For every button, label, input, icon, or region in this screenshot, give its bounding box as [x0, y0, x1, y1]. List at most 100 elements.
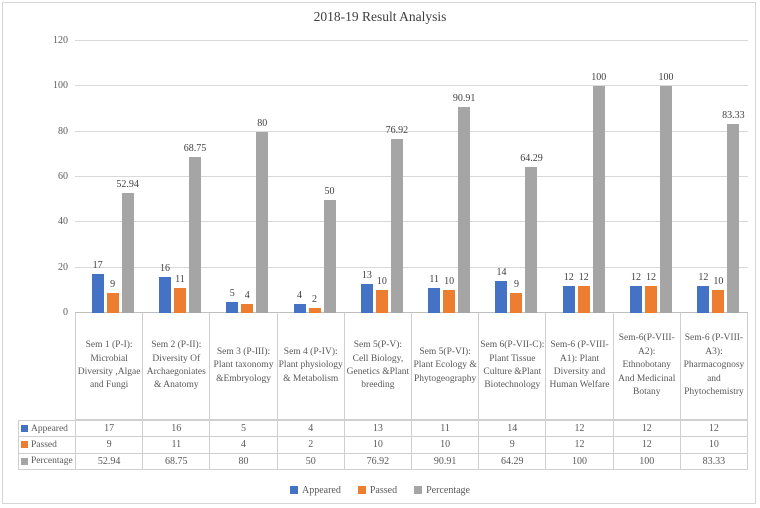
bar-data-label: 12 — [631, 271, 642, 283]
table-value-cell: 100 — [613, 453, 681, 470]
bar-percentage — [256, 131, 269, 313]
bar-passed — [577, 285, 590, 313]
data-table: Appeared 17 16 5 4 13 11 14 12 12 12 Passed 9 11 4 2 10 1… — [18, 420, 748, 470]
category-cell: Sem 5(P-V): Cell Biology, Genetics &Plan… — [345, 313, 413, 419]
table-row-label: Appeared — [31, 423, 68, 434]
table-value-cell: 12 — [546, 421, 614, 438]
category-cell: Sem 1 (P-I): Microbial Diversity ,Algae … — [76, 313, 144, 419]
y-tick-label: 60 — [58, 171, 68, 182]
gridline — [75, 130, 748, 132]
series-swatch — [21, 441, 28, 449]
bar-data-label: 83.33 — [722, 110, 745, 122]
category-cell: Sem 2 (P-II): Diversity Of Archaegoniate… — [143, 313, 211, 419]
bar-appeared — [158, 276, 171, 313]
legend-item: Percentage — [414, 485, 470, 496]
bar-percentage — [592, 86, 605, 313]
table-value-cell: 13 — [344, 421, 412, 438]
table-value-cell: 83.33 — [680, 453, 748, 470]
bar-data-label: 11 — [429, 274, 439, 286]
table-value-cell: 100 — [546, 453, 614, 470]
table-value-cell: 2 — [277, 437, 345, 454]
table-value-cell: 16 — [143, 421, 211, 438]
category-cell: Sem-6 (P-VIII-A3): Pharmacognosy and Phy… — [681, 313, 749, 419]
bar-passed — [241, 303, 254, 313]
bar-data-label: 10 — [376, 276, 387, 288]
y-tick-label: 100 — [53, 80, 68, 92]
y-tick-label: 120 — [53, 35, 68, 46]
bar-data-label: 9 — [110, 278, 116, 290]
table-row-key: Passed — [19, 437, 76, 454]
table-value-cell: 4 — [277, 421, 345, 438]
bar-data-label: 14 — [496, 267, 507, 279]
table-value-cell: 14 — [479, 421, 547, 438]
plot-area: 17 9 52.94 16 11 68.75 5 4 80 4 2 50 13 10 76.92 11 10 90… — [75, 40, 748, 313]
gridline — [75, 266, 748, 268]
bar-data-label: 76.92 — [385, 124, 409, 136]
table-value-cell: 4 — [210, 437, 278, 454]
table-row-label: Passed — [31, 439, 57, 450]
category-cell: Sem-6 (P-VIII-A1): Plant Diversity and H… — [546, 313, 614, 419]
table-value-cell: 9 — [76, 437, 144, 454]
legend-item: Appeared — [290, 485, 341, 496]
bar-data-label: 12 — [578, 271, 589, 283]
legend: Appeared Passed Percentage — [0, 483, 760, 497]
table-value-cell: 90.91 — [411, 453, 480, 470]
category-cell: Sem 6(P-VII-C): Plant Tissue Culture &Pl… — [479, 313, 547, 419]
y-tick-label: 40 — [58, 216, 68, 228]
bar-data-label: 12 — [646, 271, 657, 283]
table-value-cell: 17 — [76, 421, 144, 438]
bar-data-label: 2 — [312, 294, 318, 306]
table-value-cell: 9 — [479, 437, 547, 454]
table-value-cell: 80 — [210, 453, 278, 470]
legend-label: Passed — [369, 484, 398, 496]
bar-percentage — [188, 157, 201, 313]
bar-data-label: 4 — [297, 289, 303, 301]
table-row-key: Appeared — [19, 421, 76, 438]
gridline — [75, 40, 748, 41]
bar-data-label: 52.94 — [116, 179, 139, 190]
bar-passed — [443, 290, 456, 313]
table-value-cell: 10 — [344, 437, 412, 454]
bar-data-label: 68.75 — [183, 143, 207, 155]
bar-passed — [712, 290, 725, 313]
gridline — [75, 176, 748, 177]
table-value-cell: 11 — [143, 437, 211, 454]
bar-percentage — [525, 167, 538, 313]
series-swatch — [21, 457, 28, 465]
category-header-row: Sem 1 (P-I): Microbial Diversity ,Algae … — [75, 313, 749, 420]
legend-label: Appeared — [302, 484, 341, 496]
table-value-cell: 11 — [411, 421, 480, 438]
table-value-cell: 68.75 — [143, 453, 211, 470]
y-tick-label: 20 — [58, 261, 68, 273]
bar-data-label: 9 — [513, 278, 519, 290]
table-value-cell: 12 — [613, 437, 681, 454]
bar-data-label: 100 — [658, 72, 674, 84]
table-value-cell: 76.92 — [344, 453, 412, 470]
table-value-cell: 10 — [680, 437, 748, 454]
bar-passed — [106, 292, 119, 313]
table-row-key: Percentage — [19, 453, 76, 470]
gridline — [75, 85, 748, 87]
bar-passed — [308, 308, 321, 313]
bar-appeared — [562, 285, 575, 313]
table-value-cell: 12 — [680, 421, 748, 438]
category-cell: Sem 3 (P-III): Plant taxonomy &Embryolog… — [210, 313, 278, 419]
bar-appeared — [428, 288, 441, 313]
gridline — [75, 312, 748, 313]
category-cell: Sem 5(P-VI): Plant Ecology & Phytogeogra… — [412, 313, 480, 419]
bar-percentage — [390, 138, 403, 313]
bar-appeared — [293, 303, 306, 313]
bar-appeared — [91, 274, 104, 313]
bar-percentage — [727, 124, 740, 313]
series-swatch — [21, 425, 28, 433]
bar-data-label: 11 — [175, 274, 185, 286]
table-value-cell: 12 — [613, 421, 681, 438]
bar-percentage — [323, 199, 336, 313]
table-row-label: Percentage — [31, 456, 73, 467]
y-tick-label: 80 — [58, 125, 68, 137]
bar-data-label: 10 — [444, 276, 455, 288]
bar-data-label: 12 — [563, 271, 574, 283]
bar-percentage — [121, 193, 134, 313]
bar-data-label: 13 — [361, 269, 372, 281]
bar-appeared — [697, 285, 710, 313]
